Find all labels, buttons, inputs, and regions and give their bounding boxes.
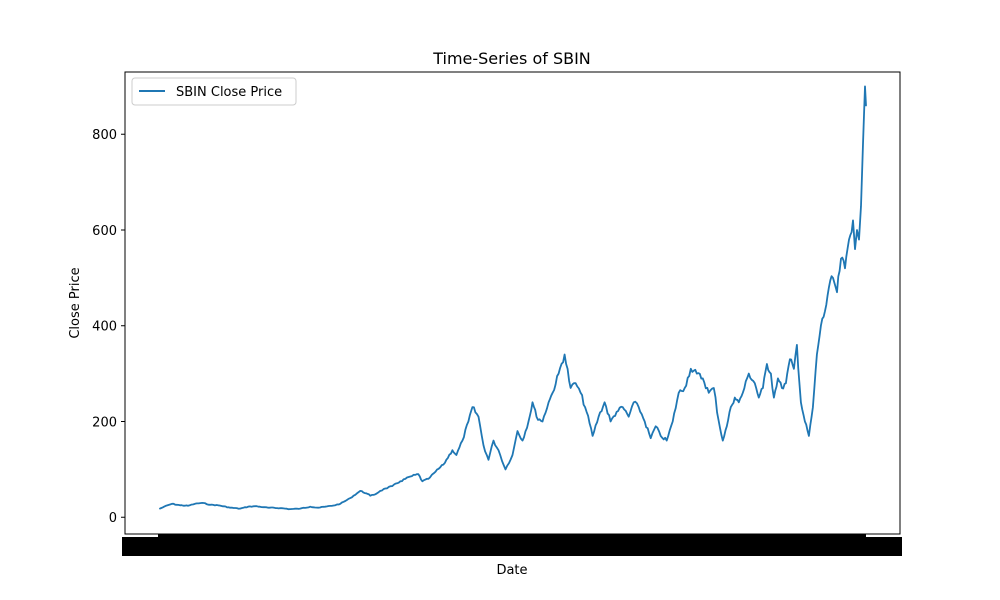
legend-box — [131, 77, 297, 106]
y-tick-label: 400 — [92, 320, 117, 335]
x-tick-marks-overlap — [158, 534, 866, 542]
chart-title: Time-Series of SBIN — [432, 49, 591, 68]
legend-label-sbin-close-price: SBIN Close Price — [176, 85, 282, 100]
legend: SBIN Close Price — [131, 77, 297, 106]
y-tick-label: 600 — [92, 224, 117, 239]
series-line-sbin-close-price — [159, 85, 867, 511]
y-axis-ticks: 0 200 400 600 800 — [92, 128, 125, 526]
y-tick-label: 0 — [109, 511, 117, 526]
x-axis-ticks — [122, 534, 902, 556]
y-axis-label: Close Price — [68, 267, 83, 338]
plot-area — [159, 85, 867, 511]
x-axis-label: Date — [496, 563, 527, 578]
y-tick-label: 800 — [92, 128, 117, 143]
y-tick-label: 200 — [92, 415, 117, 430]
